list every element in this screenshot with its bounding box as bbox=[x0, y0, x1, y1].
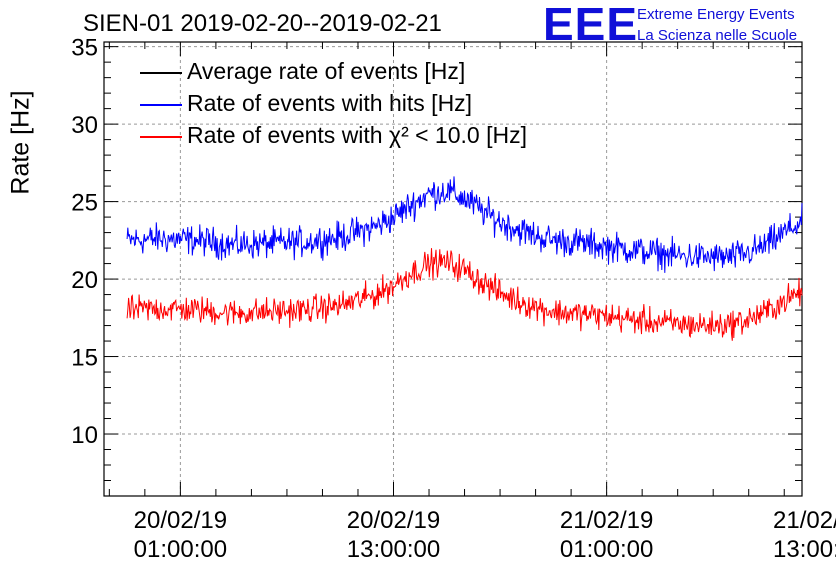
logo-caption-line1: Extreme Energy Events bbox=[637, 6, 795, 23]
legend-swatch-chi2 bbox=[140, 136, 182, 138]
x-tick-label-date-1: 20/02/19 bbox=[347, 507, 440, 534]
x-tick-label-date-0: 20/02/19 bbox=[134, 507, 227, 534]
x-tick-label-date-2: 21/02/19 bbox=[560, 507, 653, 534]
y-tick-label-0: 10 bbox=[71, 422, 98, 449]
legend-label-chi2: Rate of events with χ² < 10.0 [Hz] bbox=[187, 122, 527, 148]
x-tick-label-time-0: 01:00:00 bbox=[134, 536, 227, 563]
y-axis-label-box: Rate [Hz] bbox=[4, 90, 35, 194]
legend-swatch-hits bbox=[140, 104, 182, 106]
y-tick-label-3: 25 bbox=[71, 190, 98, 217]
legend-label-hits: Rate of events with hits [Hz] bbox=[187, 90, 473, 116]
chart-title: SIEN-01 2019-02-20--2019-02-21 bbox=[83, 10, 442, 37]
x-tick-label-date-3: 21/02/19 bbox=[773, 507, 836, 534]
y-axis-label: Rate [Hz] bbox=[6, 90, 35, 195]
y-tick-label-5: 35 bbox=[71, 35, 98, 62]
legend-swatch-average bbox=[140, 72, 182, 74]
x-tick-label-time-3: 13:00:00 bbox=[773, 536, 836, 563]
y-tick-label-2: 20 bbox=[71, 267, 98, 294]
x-tick-label-time-1: 13:00:00 bbox=[347, 536, 440, 563]
eee-logo: EEE bbox=[543, 0, 639, 50]
y-tick-label-4: 30 bbox=[71, 112, 98, 139]
series-line-0 bbox=[126, 176, 803, 273]
y-tick-label-1: 15 bbox=[71, 345, 98, 372]
logo-caption-line2: La Scienza nelle Scuole bbox=[637, 27, 798, 44]
x-tick-label-time-2: 01:00:00 bbox=[560, 536, 653, 563]
legend-label-average: Average rate of events [Hz] bbox=[187, 58, 466, 84]
series-line-1 bbox=[126, 248, 803, 341]
logo-caption: Extreme Energy Events La Scienza nelle S… bbox=[637, 4, 797, 46]
plot-frame bbox=[103, 41, 803, 497]
